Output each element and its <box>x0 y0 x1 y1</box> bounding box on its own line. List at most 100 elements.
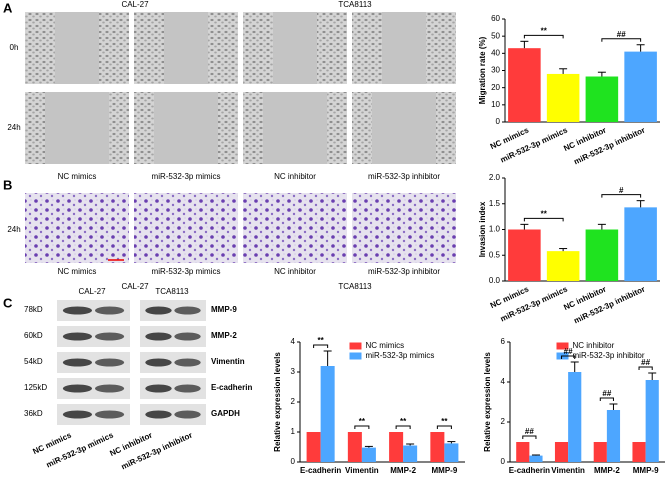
panel-label: C <box>3 295 13 310</box>
bar <box>645 380 659 462</box>
x-tick-label: Vimentin <box>551 466 585 475</box>
y-tick-label: 0 <box>291 457 296 466</box>
blot <box>57 352 130 373</box>
micrograph <box>243 193 347 263</box>
bar <box>624 51 657 122</box>
significance-label: ## <box>602 389 611 398</box>
significance-label: ** <box>400 417 407 426</box>
protein-label: E-cadherin <box>211 383 252 392</box>
bar <box>403 445 418 462</box>
group-label: miR-532-3p mimics <box>152 267 221 276</box>
significance-bracket <box>313 344 329 348</box>
y-tick-label: 40 <box>491 48 500 57</box>
band <box>94 358 125 367</box>
legend-swatch <box>556 342 569 350</box>
wound-gap <box>382 12 426 84</box>
group-label: NC inhibitor <box>274 267 316 276</box>
wound-gap <box>154 92 218 164</box>
significance-bracket <box>436 425 452 429</box>
y-tick-label: 20 <box>491 83 500 92</box>
band <box>62 332 93 341</box>
y-axis-label: Relative expression levels <box>273 352 282 452</box>
blot <box>57 378 130 399</box>
micrograph <box>25 193 129 263</box>
y-axis-label: Relative expression levels <box>483 352 492 452</box>
band <box>174 358 201 367</box>
bar <box>361 447 376 462</box>
band <box>62 384 93 393</box>
panel-label: B <box>3 177 12 192</box>
x-tick-label: miR-532-3p mimics <box>499 125 569 164</box>
bar <box>546 73 580 122</box>
size-label: 78kD <box>24 305 43 314</box>
blot <box>140 300 206 321</box>
wound-gap <box>55 12 99 84</box>
size-label: 36kD <box>24 409 43 418</box>
cell-line-label: CAL-27 <box>78 287 106 296</box>
band <box>94 410 125 419</box>
bar <box>320 366 335 462</box>
band <box>62 306 93 315</box>
blot <box>140 326 206 347</box>
bar <box>585 76 619 122</box>
group-label: miR-532-3p inhibitor <box>368 267 440 276</box>
legend-label: NC inhibitor <box>573 341 615 350</box>
legend-swatch <box>349 342 362 350</box>
significance-bracket <box>522 435 537 439</box>
size-label: 125kD <box>24 383 47 392</box>
significance-bracket <box>601 194 642 198</box>
y-tick-label: 3 <box>291 367 296 376</box>
band <box>62 358 93 367</box>
group-label: miR-532-3p mimics <box>152 172 221 181</box>
protein-label: MMP-2 <box>211 331 237 340</box>
x-tick-label: E-cadherin <box>509 466 550 475</box>
significance-bracket <box>561 355 576 359</box>
bar <box>632 442 646 462</box>
significance-label: ** <box>541 26 548 35</box>
wound-gap <box>273 12 317 84</box>
significance-label: ## <box>617 30 626 39</box>
row-label: 24h <box>7 225 20 234</box>
y-tick-label: 0 <box>496 117 501 126</box>
significance-bracket <box>601 38 642 42</box>
bar <box>306 432 321 462</box>
y-tick-label: 0 <box>501 457 506 466</box>
significance-bracket <box>354 425 370 429</box>
y-tick-label: 30 <box>491 66 500 75</box>
cell-line-label: CAL-27 <box>121 282 149 291</box>
wound-gap <box>263 92 327 164</box>
group-label: miR-532-3p inhibitor <box>368 172 440 181</box>
y-tick-label: 1.0 <box>489 225 501 234</box>
band <box>174 306 201 315</box>
micrograph <box>352 193 456 263</box>
wound-gap <box>45 92 109 164</box>
bar <box>593 442 607 462</box>
significance-bracket <box>395 425 411 429</box>
significance-label: ** <box>441 417 448 426</box>
x-tick-label: MMP-9 <box>431 466 457 475</box>
significance-label: ** <box>541 209 548 218</box>
x-tick-label: MMP-9 <box>633 466 659 475</box>
protein-label: MMP-9 <box>211 305 237 314</box>
band <box>174 410 201 419</box>
x-tick-label: miR-532-3p inhibitor <box>572 285 646 326</box>
bar <box>529 455 543 462</box>
band <box>174 384 201 393</box>
bar <box>508 229 541 281</box>
y-tick-label: 10 <box>491 100 500 109</box>
blot <box>140 378 206 399</box>
protein-label: Vimentin <box>211 357 245 366</box>
significance-label: ## <box>641 358 650 367</box>
significance-label: ** <box>359 417 366 426</box>
size-label: 60kD <box>24 331 43 340</box>
x-tick-label: Vimentin <box>345 466 379 475</box>
significance-bracket <box>599 397 614 401</box>
cell-line-label: TCA8113 <box>338 0 372 9</box>
significance-bracket <box>638 366 653 370</box>
group-label: NC mimics <box>58 172 97 181</box>
protein-label: GAPDH <box>211 409 240 418</box>
significance-label: ** <box>318 336 325 345</box>
blot <box>57 404 130 425</box>
significance-label: ## <box>525 427 534 436</box>
band <box>145 332 172 341</box>
